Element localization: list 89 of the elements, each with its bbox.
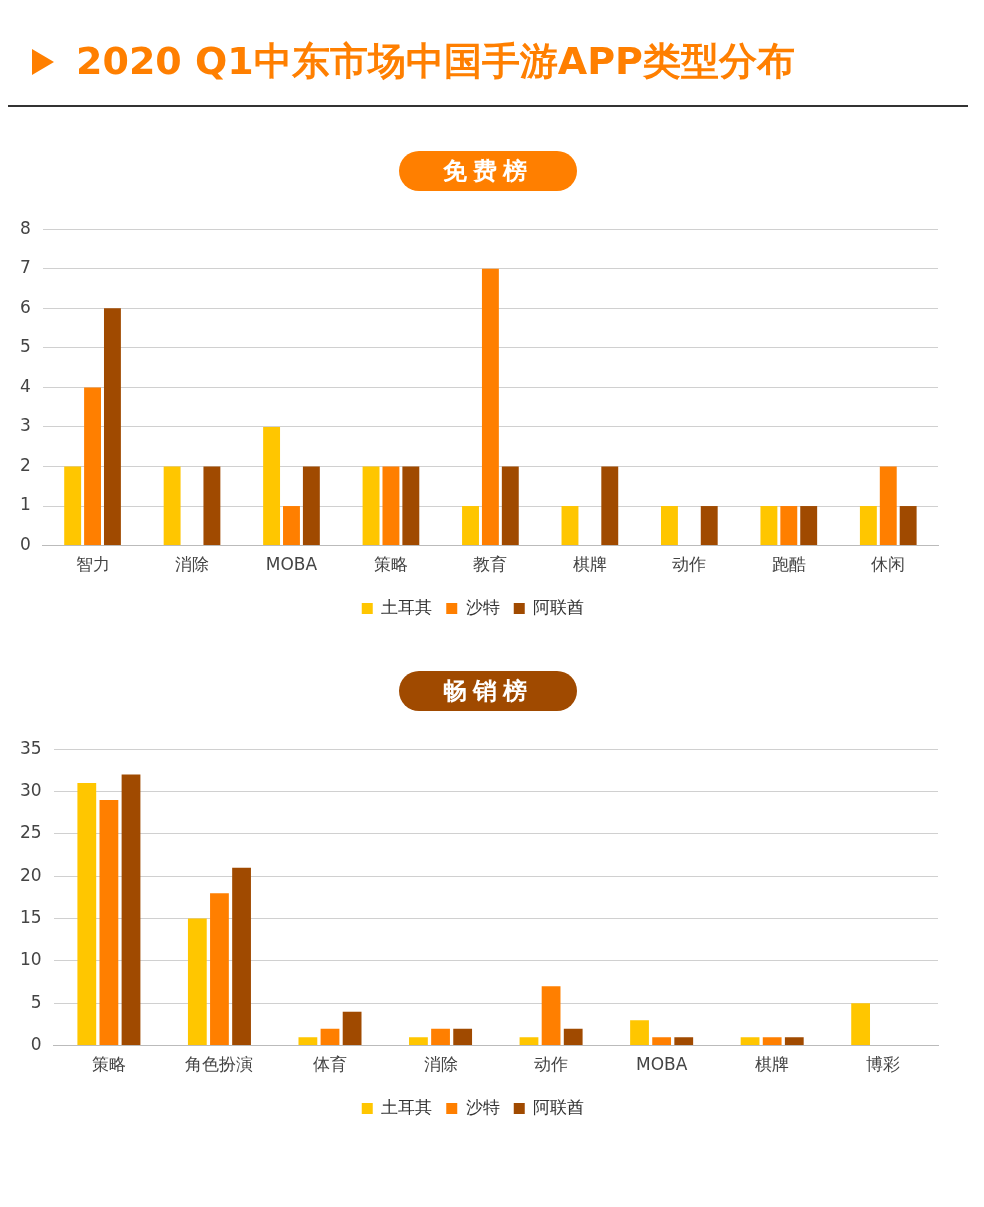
bar — [99, 800, 119, 1046]
x-tick-label: 博彩 — [865, 1054, 900, 1075]
bar — [210, 893, 229, 1046]
y-tick-label: 5 — [30, 991, 42, 1012]
chart-subtitle: 免费榜 — [399, 151, 577, 191]
y-tick-label: 15 — [19, 906, 42, 927]
bar — [263, 426, 281, 546]
bar — [203, 466, 221, 546]
x-tick-label: MOBA — [265, 554, 318, 575]
bar — [362, 466, 380, 546]
bar — [342, 1011, 362, 1046]
x-tick-label: 动作 — [672, 554, 707, 575]
bar — [800, 506, 818, 546]
y-tick-label: 35 — [19, 737, 42, 758]
x-tick-label: 教育 — [473, 554, 508, 575]
y-tick-label: 2 — [19, 454, 31, 475]
x-tick-label: 策略 — [91, 1054, 126, 1075]
bar — [121, 774, 141, 1046]
y-tick-label: 20 — [19, 864, 42, 885]
legend-label: 阿联酋 — [533, 1096, 585, 1117]
bar — [660, 506, 678, 546]
x-tick-label: 休闲 — [871, 554, 906, 575]
bar — [431, 1028, 450, 1046]
bar — [64, 466, 82, 546]
y-tick-label: 7 — [19, 257, 31, 278]
bar — [187, 918, 207, 1046]
x-tick-label: 策略 — [373, 554, 408, 575]
bar — [563, 1028, 583, 1046]
y-tick-label: 5 — [19, 336, 31, 357]
bar — [402, 466, 420, 546]
bar — [561, 506, 579, 546]
bar — [519, 1037, 539, 1046]
bar — [700, 506, 718, 546]
legend-label: 土耳其 — [381, 596, 433, 617]
x-tick-label: 消除 — [175, 554, 210, 575]
y-tick-label: 6 — [19, 296, 31, 317]
bar — [541, 986, 561, 1046]
bar — [232, 867, 251, 1046]
y-tick-label: 0 — [19, 534, 31, 555]
bar — [899, 506, 917, 546]
bar — [382, 466, 400, 546]
chart-title: 2020 Q1中东市场中国手游APP类型分布 — [76, 38, 795, 85]
bar — [784, 1037, 804, 1046]
bar — [409, 1037, 428, 1046]
bar — [740, 1037, 760, 1046]
bar — [859, 506, 877, 546]
x-tick-label: 动作 — [534, 1054, 569, 1075]
bar — [630, 1020, 649, 1046]
y-tick-label: 4 — [19, 375, 31, 396]
y-tick-label: 30 — [19, 779, 42, 800]
bar — [103, 308, 121, 546]
x-tick-label: 智力 — [75, 554, 110, 575]
bar — [652, 1037, 672, 1046]
x-tick-label: 消除 — [423, 1054, 458, 1075]
bar — [762, 1037, 782, 1046]
y-tick-label: 3 — [19, 415, 31, 436]
y-tick-label: 8 — [19, 217, 31, 238]
bar — [501, 466, 519, 546]
x-tick-label: 棋牌 — [572, 554, 607, 575]
bar — [302, 466, 320, 546]
bar — [879, 466, 897, 546]
bar — [760, 506, 778, 546]
legend-label: 阿联酋 — [533, 596, 585, 617]
y-tick-label: 10 — [19, 949, 42, 970]
bar — [674, 1037, 694, 1046]
bar — [780, 506, 798, 546]
legend-label: 沙特 — [465, 1096, 500, 1117]
y-tick-label: 1 — [19, 494, 31, 515]
y-tick-label: 0 — [30, 1034, 42, 1055]
bar — [77, 783, 97, 1046]
bar — [601, 466, 619, 546]
x-tick-label: 角色扮演 — [185, 1054, 254, 1075]
bar — [283, 506, 300, 546]
y-tick-label: 25 — [19, 822, 42, 843]
x-tick-label: 体育 — [313, 1054, 347, 1075]
bar — [453, 1028, 473, 1046]
legend-label: 土耳其 — [381, 1096, 433, 1117]
bar — [163, 466, 181, 546]
chart-subtitle: 畅销榜 — [399, 671, 577, 711]
bar — [462, 506, 479, 546]
bar — [84, 387, 101, 546]
bar — [481, 268, 499, 546]
x-tick-label: MOBA — [635, 1054, 688, 1075]
legend-label: 沙特 — [465, 596, 500, 617]
bar — [851, 1003, 871, 1046]
bar — [298, 1037, 318, 1046]
bar — [320, 1028, 340, 1046]
x-tick-label: 跑酷 — [771, 554, 806, 575]
x-tick-label: 棋牌 — [755, 1054, 790, 1075]
